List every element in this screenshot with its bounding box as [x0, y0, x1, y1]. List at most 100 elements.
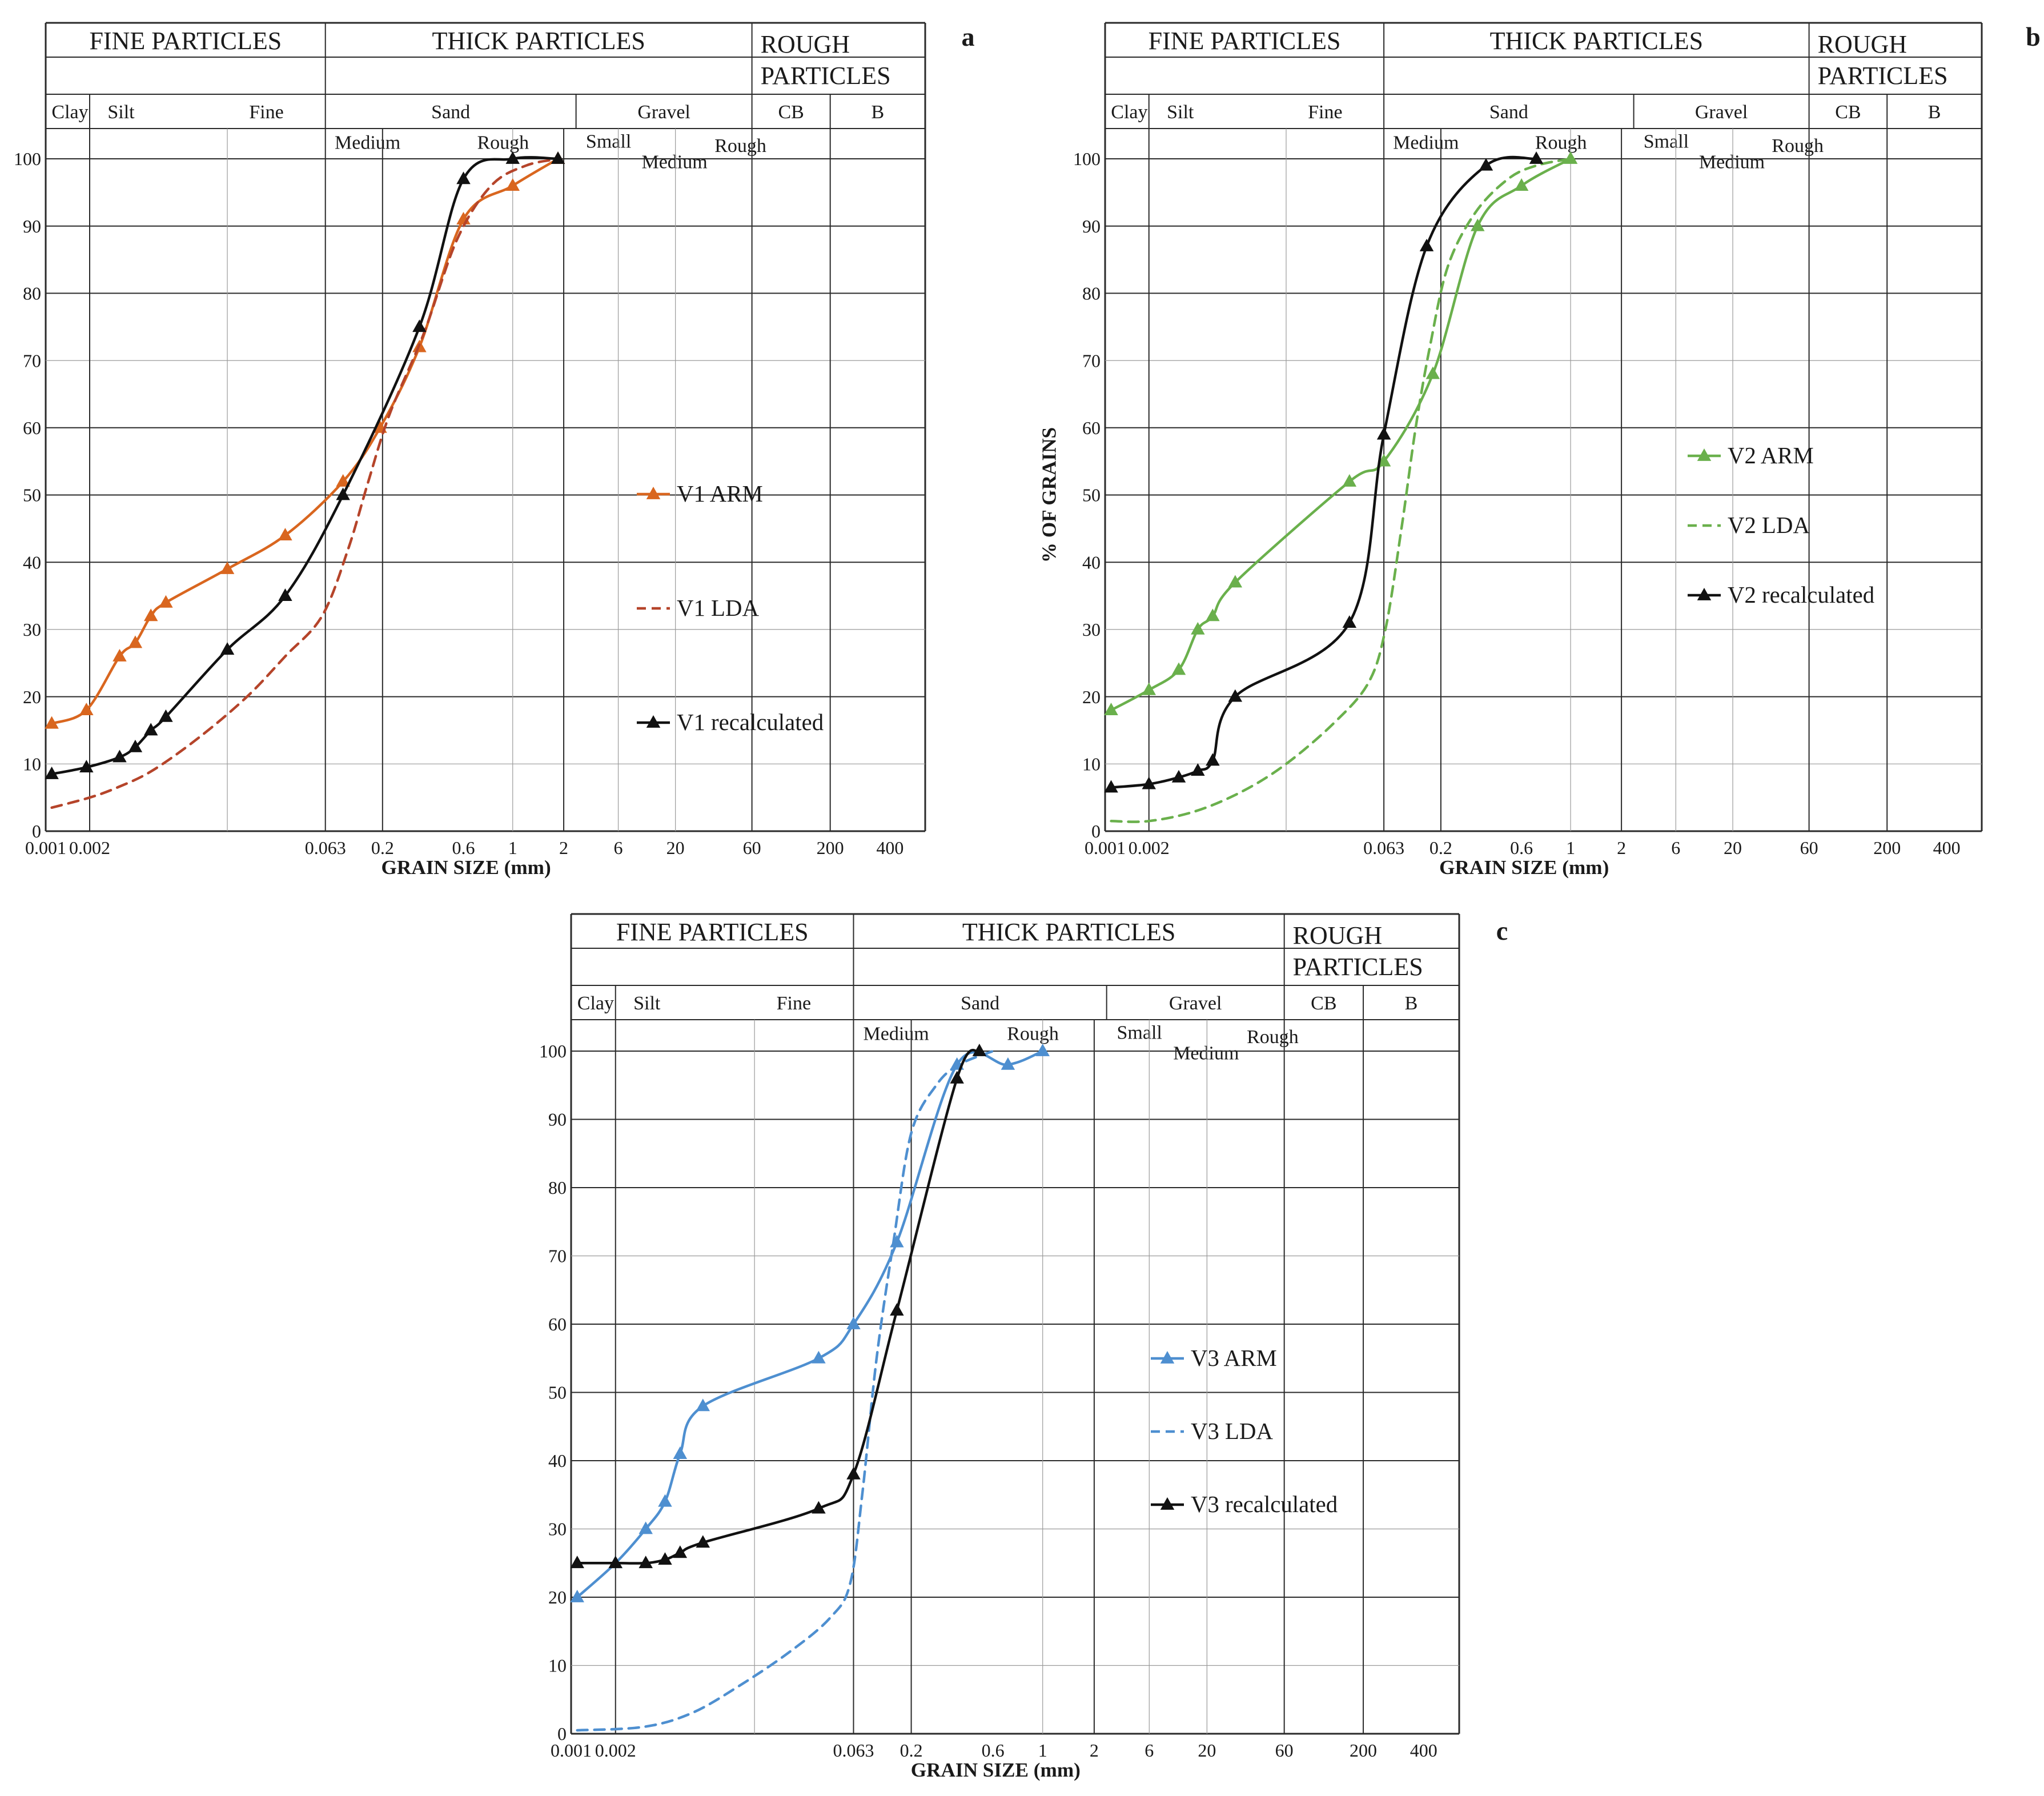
- x-tick-label: 200: [817, 837, 844, 858]
- legend-label-2: V1 recalculated: [677, 709, 824, 735]
- y-tick-label: 30: [23, 619, 41, 640]
- series-0-point: [1425, 366, 1440, 379]
- series-2-point: [1191, 763, 1205, 776]
- series-line-2: [576, 1049, 981, 1565]
- series-0-point: [220, 561, 235, 574]
- x-tick-label: 0.6: [1510, 837, 1533, 858]
- series-2-point: [673, 1545, 688, 1558]
- series-2-point: [639, 1556, 653, 1569]
- chart-svg-a: FINE PARTICLES THICK PARTICLES ROUGH PARTIC…: [0, 22, 975, 879]
- header-fine-particles: FINE PARTICLES: [89, 27, 282, 55]
- y-tick-label: 30: [548, 1519, 567, 1540]
- series-0-point: [143, 608, 158, 622]
- sublabel-small: Small: [1117, 1023, 1162, 1044]
- x-tick-label: 400: [876, 837, 903, 858]
- chart-panel-b: FINE PARTICLES THICK PARTICLES ROUGH PARTIC…: [1022, 0, 2044, 880]
- series-2-point: [1376, 427, 1391, 440]
- x-tick-label: 0.063: [1363, 837, 1404, 858]
- subheader-silt: Silt: [633, 993, 661, 1014]
- series-2-point: [972, 1043, 987, 1056]
- x-tick-label: 0.002: [595, 1740, 636, 1761]
- header-rough-line2: PARTICLES: [1818, 62, 1948, 90]
- y-tick-label: 50: [23, 485, 41, 506]
- panel-label: a: [961, 22, 974, 51]
- subheader-b: B: [1405, 993, 1418, 1014]
- header-rough-line1: ROUGH: [1818, 30, 1907, 58]
- series-0-point: [1563, 151, 1578, 164]
- x-tick-label: 0.063: [833, 1740, 874, 1761]
- x-tick-label: 0.6: [982, 1740, 1005, 1761]
- subheader-silt: Silt: [107, 102, 135, 123]
- x-tick-label: 0.2: [371, 837, 394, 858]
- subheader-clay: Clay: [577, 993, 614, 1014]
- y-tick-label: 70: [548, 1246, 567, 1266]
- series-0-point: [45, 716, 59, 729]
- series-2-point: [1104, 780, 1118, 793]
- series-2-point: [696, 1535, 710, 1548]
- y-tick-label: 70: [23, 350, 41, 371]
- legend-label-0: V1 ARM: [677, 481, 763, 507]
- series-2-point: [456, 171, 471, 185]
- series-2-point: [336, 487, 350, 500]
- series-line-2: [50, 156, 560, 776]
- chart-panel-a: FINE PARTICLES THICK PARTICLES ROUGH PARTIC…: [0, 0, 1017, 880]
- header-fine-particles: FINE PARTICLES: [1149, 27, 1341, 55]
- subheader-fine: Fine: [249, 102, 283, 123]
- subheader-b: B: [1928, 102, 1941, 123]
- series-0-point: [278, 528, 292, 541]
- y-tick-label: 10: [1082, 754, 1101, 775]
- series-0-point: [570, 1589, 584, 1602]
- legend-marker-0: [1160, 1350, 1175, 1364]
- x-tick-label: 20: [1198, 1740, 1216, 1761]
- series-0-point: [639, 1521, 653, 1534]
- series-2-point: [143, 723, 158, 736]
- header-thick-particles: THICK PARTICLES: [962, 918, 1175, 946]
- y-tick-label: 50: [548, 1382, 567, 1403]
- series-2-point: [890, 1303, 904, 1316]
- series-2-point: [113, 749, 127, 763]
- series-2-point: [79, 760, 94, 773]
- y-tick-label: 90: [23, 216, 41, 236]
- header-rough-line1: ROUGH: [1293, 921, 1382, 949]
- x-axis-title: GRAIN SIZE (mm): [1439, 856, 1609, 879]
- x-tick-label: 400: [1933, 837, 1961, 858]
- x-tick-label: 6: [1671, 837, 1680, 858]
- series-0-point: [1191, 622, 1205, 635]
- x-tick-label: 200: [1350, 1740, 1377, 1761]
- x-tick-label: 6: [614, 837, 623, 858]
- series-2-point: [128, 739, 143, 752]
- y-tick-label: 60: [548, 1314, 567, 1334]
- sublabel-medium-gravel: Medium: [1173, 1043, 1239, 1064]
- header-rough-line2: PARTICLES: [1293, 953, 1423, 981]
- series-2-point: [1142, 776, 1156, 789]
- x-tick-label: 0.001: [1085, 837, 1126, 858]
- series-0-point: [128, 635, 143, 648]
- x-axis-title: GRAIN SIZE (mm): [382, 856, 551, 879]
- panel-label: c: [1496, 916, 1508, 945]
- series-2-point: [278, 588, 292, 601]
- y-tick-label: 80: [23, 283, 41, 304]
- series-2-point: [1529, 151, 1544, 164]
- x-tick-label: 20: [1724, 837, 1742, 858]
- series-2-point: [1419, 238, 1434, 251]
- series-0-point: [673, 1446, 688, 1459]
- header-thick-particles: THICK PARTICLES: [432, 27, 645, 55]
- legend-marker-0: [1697, 448, 1712, 461]
- series-0-point: [1035, 1043, 1050, 1056]
- x-tick-label: 60: [1275, 1740, 1294, 1761]
- header-rough-line1: ROUGH: [761, 30, 850, 58]
- series-line-1: [50, 157, 561, 809]
- sublabel-medium-gravel: Medium: [641, 152, 707, 173]
- series-2-point: [1206, 753, 1220, 766]
- series-0-point: [1001, 1057, 1015, 1070]
- y-tick-label: 0: [32, 821, 41, 841]
- sublabel-small: Small: [586, 131, 631, 153]
- legend-marker-2: [1697, 587, 1712, 600]
- x-tick-label: 2: [1617, 837, 1626, 858]
- sublabel-rough: Rough: [1535, 133, 1587, 154]
- subheader-clay: Clay: [51, 102, 88, 123]
- series-line-1: [576, 1049, 994, 1732]
- y-tick-label: 100: [1073, 149, 1101, 169]
- y-tick-label: 80: [1082, 283, 1101, 304]
- series-line-1: [1110, 157, 1572, 823]
